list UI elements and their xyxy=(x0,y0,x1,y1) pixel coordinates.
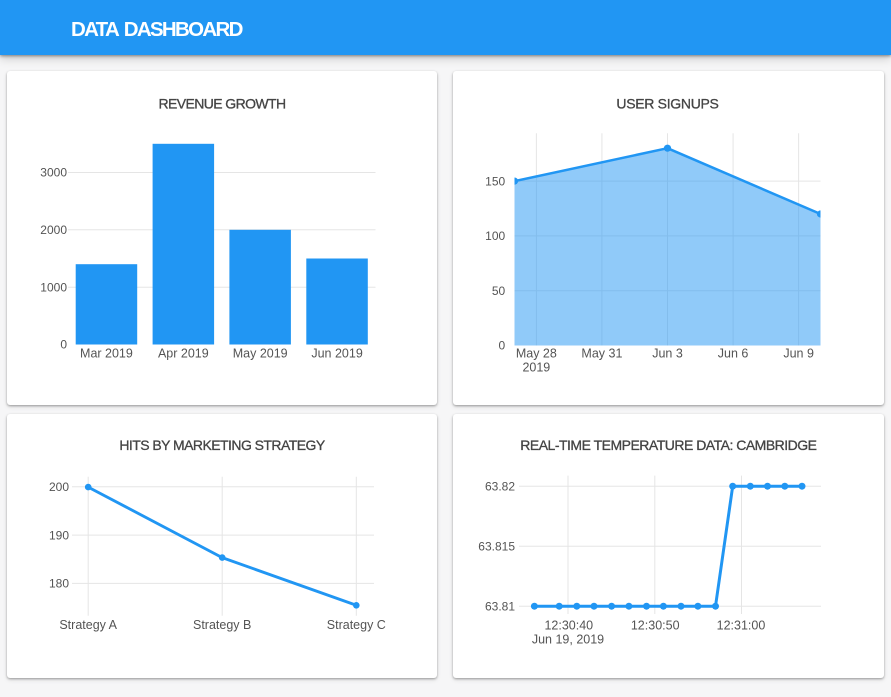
svg-text:3000: 3000 xyxy=(40,166,67,180)
svg-text:Strategy C: Strategy C xyxy=(327,618,386,632)
svg-text:Strategy A: Strategy A xyxy=(59,618,117,632)
svg-text:Strategy B: Strategy B xyxy=(193,618,251,632)
svg-text:Jun 6: Jun 6 xyxy=(718,347,749,361)
svg-text:190: 190 xyxy=(49,528,69,542)
svg-text:Jun 2019: Jun 2019 xyxy=(311,347,362,361)
svg-text:May 31: May 31 xyxy=(581,347,622,361)
svg-text:Jun 19, 2019: Jun 19, 2019 xyxy=(532,633,604,647)
svg-text:0: 0 xyxy=(499,339,506,353)
svg-text:REAL-TIME TEMPERATURE DATA: CA: REAL-TIME TEMPERATURE DATA: CAMBRIDGE xyxy=(520,437,816,453)
svg-text:Mar 2019: Mar 2019 xyxy=(80,347,133,361)
svg-text:Apr 2019: Apr 2019 xyxy=(158,347,209,361)
svg-text:180: 180 xyxy=(49,577,69,591)
svg-text:Jun 9: Jun 9 xyxy=(783,347,814,361)
svg-text:100: 100 xyxy=(485,229,505,243)
svg-text:12:30:40: 12:30:40 xyxy=(544,619,593,633)
svg-text:12:31:00: 12:31:00 xyxy=(717,619,766,633)
svg-text:2019: 2019 xyxy=(522,361,550,375)
svg-text:May 28: May 28 xyxy=(516,347,557,361)
svg-text:1000: 1000 xyxy=(40,280,67,294)
svg-text:REVENUE GROWTH: REVENUE GROWTH xyxy=(159,96,286,112)
svg-text:Jun 3: Jun 3 xyxy=(652,347,683,361)
svg-text:200: 200 xyxy=(49,480,69,494)
svg-text:50: 50 xyxy=(492,284,506,298)
svg-text:12:30:50: 12:30:50 xyxy=(631,619,680,633)
svg-text:2000: 2000 xyxy=(40,223,67,237)
svg-text:150: 150 xyxy=(485,174,505,188)
svg-text:May 2019: May 2019 xyxy=(233,347,288,361)
svg-text:HITS BY MARKETING STRATEGY: HITS BY MARKETING STRATEGY xyxy=(119,437,326,453)
svg-text:63.815: 63.815 xyxy=(478,539,515,553)
svg-text:0: 0 xyxy=(60,338,67,352)
svg-text:63.81: 63.81 xyxy=(485,599,515,613)
svg-text:63.82: 63.82 xyxy=(485,479,515,493)
svg-text:USER SIGNUPS: USER SIGNUPS xyxy=(616,96,718,112)
